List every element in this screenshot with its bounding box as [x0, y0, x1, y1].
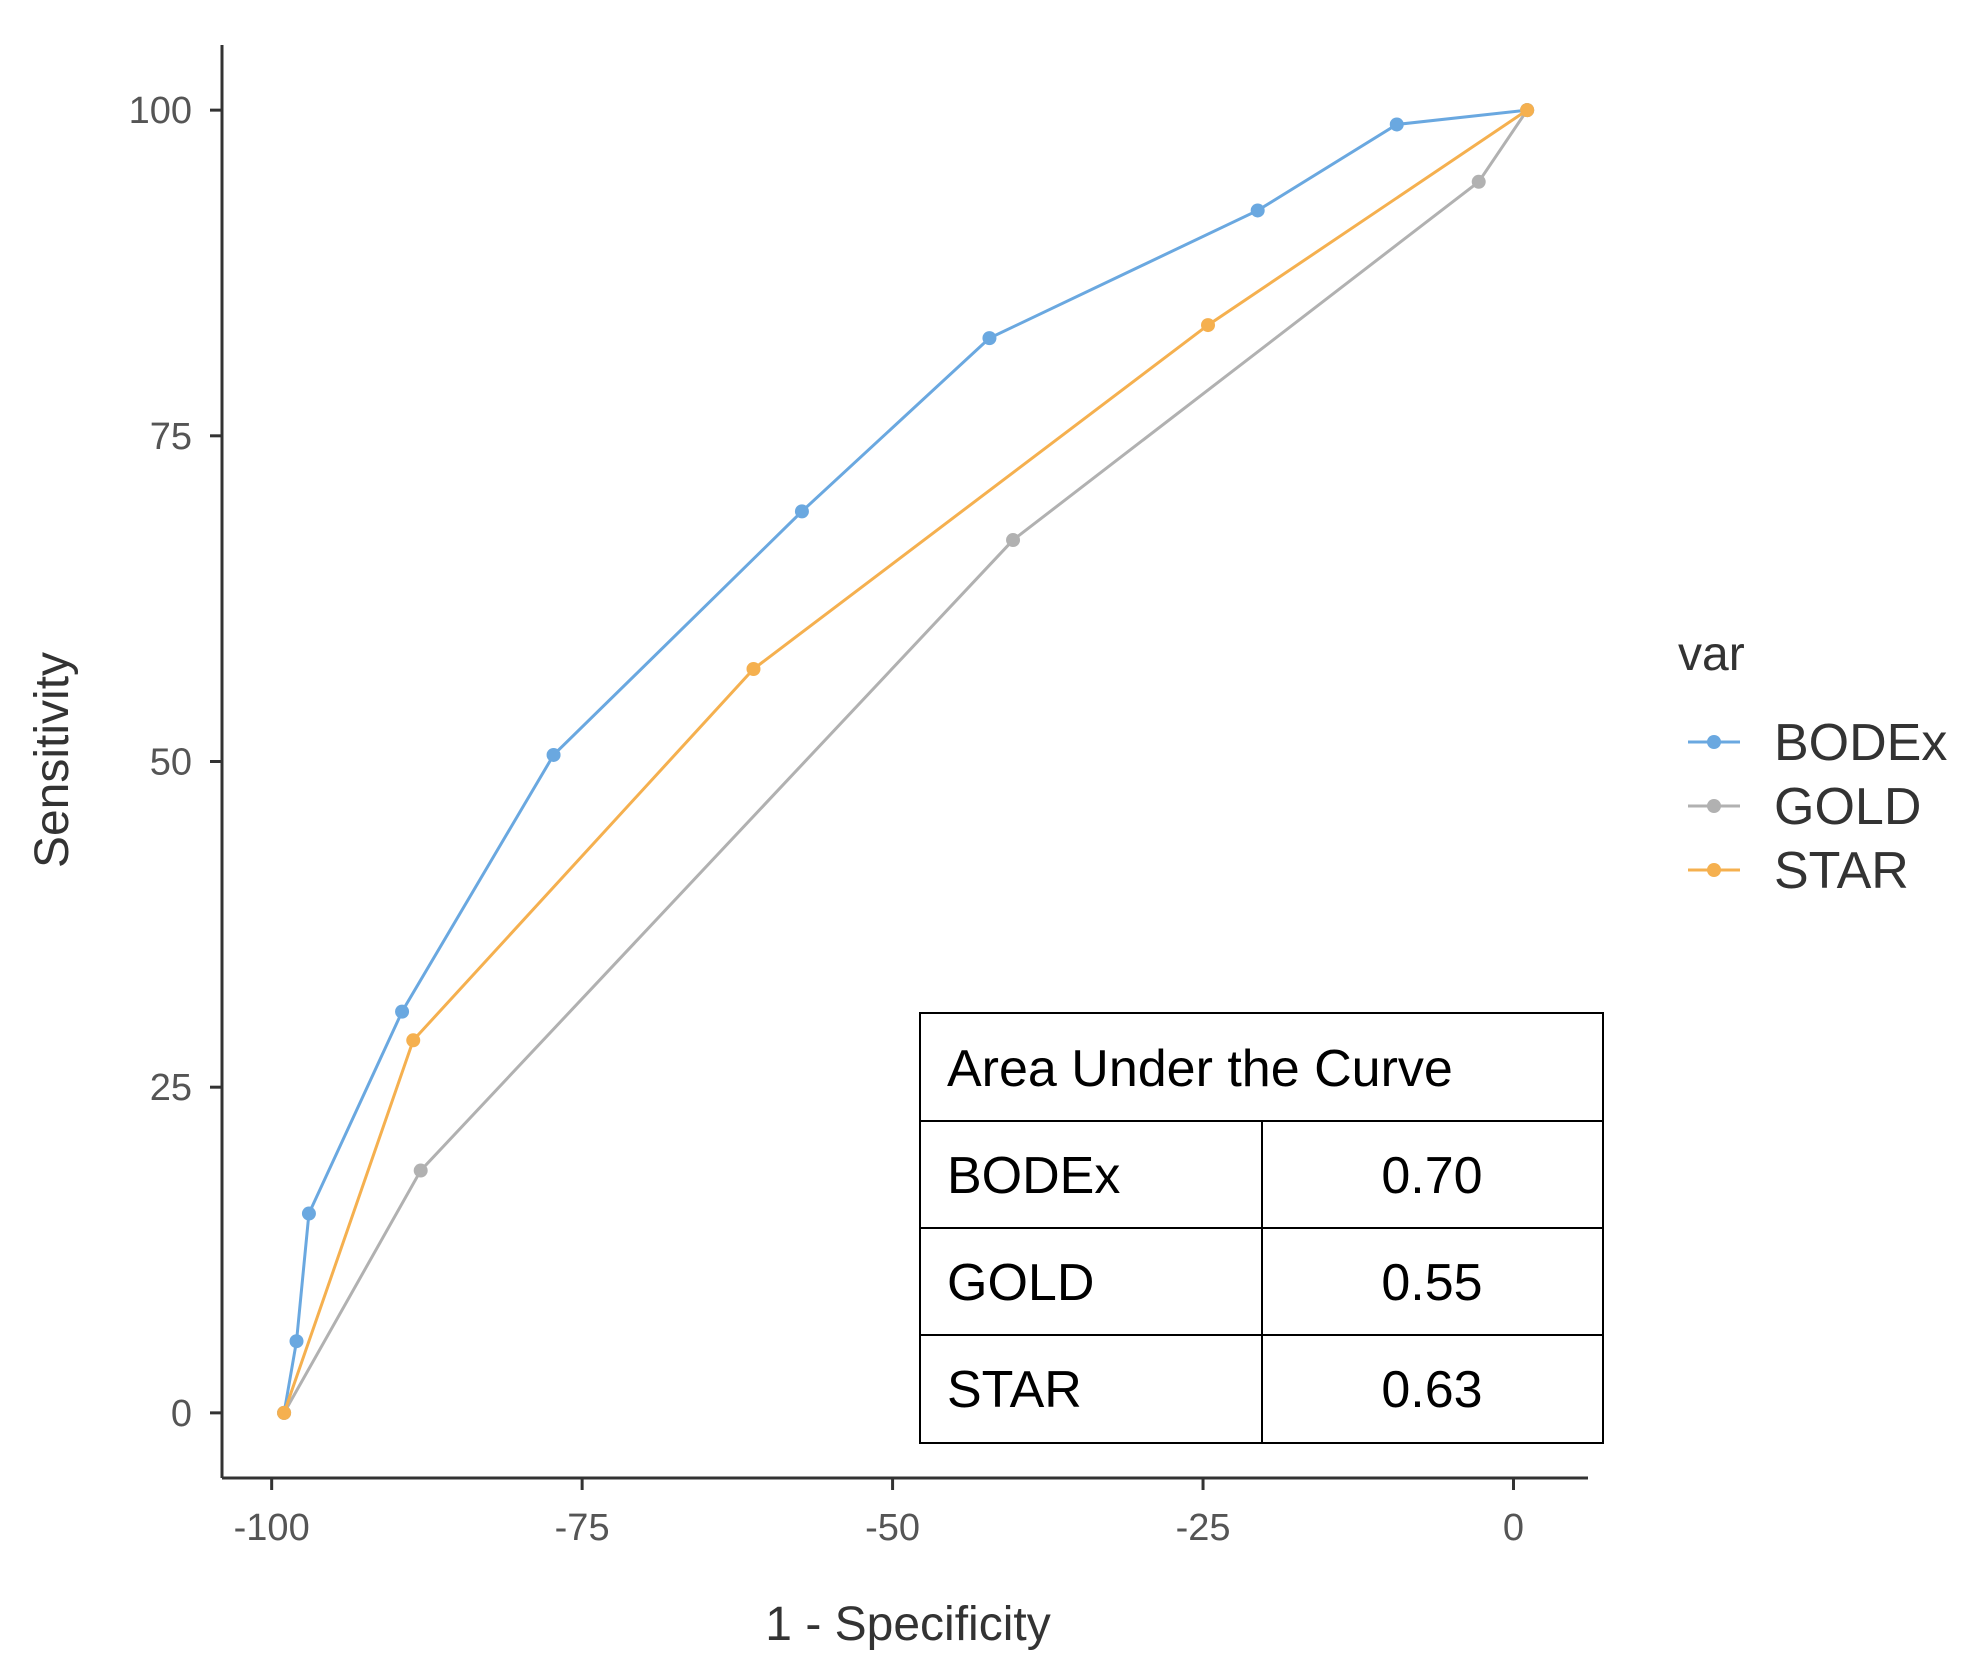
auc-row-label: BODEx: [947, 1147, 1120, 1205]
axes: [220, 45, 1588, 1480]
series-star: [277, 103, 1535, 1420]
x-tick-label: -25: [1176, 1507, 1231, 1549]
data-point: [1520, 103, 1535, 118]
y-tick-label: 25: [150, 1067, 192, 1109]
auc-row-value: 0.70: [1381, 1147, 1482, 1205]
x-tick-label: -50: [865, 1507, 920, 1549]
data-point: [1006, 533, 1021, 548]
x-axis-title: 1 - Specificity: [765, 1598, 1050, 1651]
legend: var BODEx GOLD STAR: [1678, 628, 1947, 900]
x-tick-label: 0: [1503, 1507, 1524, 1549]
data-point: [413, 1163, 428, 1178]
data-point: [1471, 174, 1486, 189]
series-line: [282, 108, 1528, 1414]
y-tick-label: 50: [150, 742, 192, 784]
data-point: [277, 1405, 292, 1420]
data-point: [1250, 203, 1265, 218]
data-point: [406, 1033, 421, 1048]
data-point: [982, 331, 997, 346]
tick-labels: -100 -75 -50 -25 0 0 25 50 75 100: [129, 90, 1524, 1549]
y-tick-label: 0: [171, 1393, 192, 1435]
auc-table-title: Area Under the Curve: [947, 1040, 1453, 1098]
data-point: [1389, 117, 1404, 132]
legend-key-point: [1707, 799, 1721, 813]
auc-row-label: STAR: [947, 1361, 1082, 1419]
legend-title: var: [1678, 628, 1745, 681]
data-point: [395, 1004, 410, 1019]
legend-label: STAR: [1774, 842, 1909, 900]
data-point: [546, 747, 561, 762]
series: [277, 103, 1535, 1420]
legend-key-point: [1707, 735, 1721, 749]
data-point: [746, 662, 761, 677]
x-tick-label: -75: [555, 1507, 610, 1549]
data-point: [1201, 318, 1216, 333]
auc-row-value: 0.55: [1381, 1254, 1482, 1312]
y-axis-title: Sensitivity: [26, 652, 79, 868]
x-tick-label: -100: [234, 1507, 310, 1549]
legend-label: GOLD: [1774, 778, 1921, 836]
axis-ticks: [210, 108, 1515, 1490]
auc-row-value: 0.63: [1381, 1361, 1482, 1419]
y-tick-label: 100: [129, 90, 192, 132]
auc-row-label: GOLD: [947, 1254, 1094, 1312]
auc-table: Area Under the Curve BODEx 0.70 GOLD 0.5…: [919, 1012, 1604, 1444]
data-point: [301, 1206, 316, 1221]
legend-label: BODEx: [1774, 714, 1947, 772]
data-point: [289, 1334, 304, 1349]
y-tick-label: 75: [150, 416, 192, 458]
legend-key-point: [1707, 863, 1721, 877]
data-point: [794, 504, 809, 519]
